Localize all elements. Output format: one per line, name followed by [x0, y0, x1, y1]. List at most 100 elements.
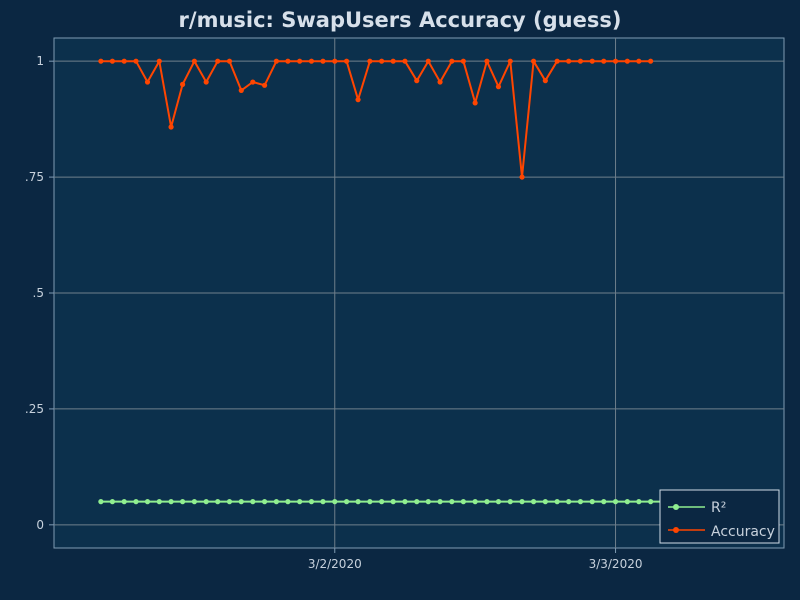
y-tick-label: .25 [25, 402, 44, 416]
data-point-accuracy [566, 58, 572, 64]
data-point-accuracy [577, 58, 584, 64]
data-point-accuracy [601, 58, 607, 64]
data-point-accuracy [144, 79, 151, 85]
axis-layer: 0 .25 .5 .75 1 3/2/2020 3/3/2020 [25, 54, 643, 571]
data-point-r2 [355, 499, 361, 505]
data-point-accuracy [367, 58, 373, 64]
data-point-accuracy [495, 84, 502, 90]
legend-marker-accuracy [673, 527, 679, 533]
legend-marker-r2 [673, 504, 679, 510]
data-point-accuracy [203, 79, 209, 85]
data-point-accuracy [648, 58, 654, 64]
data-point-accuracy [612, 58, 619, 64]
data-point-r2 [191, 499, 197, 505]
data-point-accuracy [542, 78, 548, 84]
data-point-accuracy [472, 100, 478, 106]
data-point-accuracy [519, 174, 525, 180]
data-point-accuracy [285, 58, 291, 64]
data-point-accuracy [156, 58, 162, 64]
data-point-r2 [507, 499, 513, 505]
data-point-r2 [519, 499, 525, 505]
data-point-r2 [226, 499, 233, 505]
data-point-r2 [332, 499, 338, 505]
data-point-r2 [320, 499, 326, 505]
data-point-r2 [133, 499, 139, 505]
data-point-r2 [554, 499, 560, 505]
data-point-r2 [379, 499, 385, 505]
data-point-r2 [156, 499, 162, 505]
data-point-r2 [203, 499, 209, 505]
data-point-r2 [273, 499, 279, 505]
y-tick-label: 1 [36, 54, 44, 68]
y-tick-label: .75 [25, 170, 44, 184]
data-point-accuracy [238, 87, 244, 93]
data-point-r2 [390, 499, 396, 505]
data-point-r2 [542, 499, 548, 505]
data-point-r2 [285, 499, 291, 505]
data-point-accuracy [308, 58, 315, 64]
data-point-accuracy [425, 58, 431, 64]
data-point-r2 [425, 499, 431, 505]
data-point-accuracy [437, 79, 443, 85]
data-point-r2 [437, 499, 443, 505]
grid-layer [49, 38, 784, 553]
data-point-accuracy [133, 58, 139, 64]
series-accuracy [98, 58, 654, 180]
data-point-r2 [530, 499, 537, 505]
data-point-r2 [308, 499, 315, 505]
data-point-r2 [636, 499, 642, 505]
data-point-accuracy [226, 58, 233, 64]
data-point-r2 [98, 499, 104, 505]
data-point-r2 [402, 499, 408, 505]
data-point-accuracy [589, 58, 595, 64]
x-tick-label: 3/2/2020 [308, 557, 362, 571]
data-point-r2 [238, 499, 244, 505]
data-point-r2 [612, 499, 619, 505]
data-point-accuracy [273, 58, 279, 64]
data-point-accuracy [507, 58, 513, 64]
data-point-accuracy [98, 58, 104, 64]
data-point-accuracy [414, 78, 420, 84]
data-point-accuracy [179, 81, 186, 87]
data-point-r2 [179, 499, 186, 505]
data-point-r2 [577, 499, 584, 505]
data-point-r2 [589, 499, 595, 505]
data-point-accuracy [355, 97, 361, 103]
data-point-r2 [495, 499, 502, 505]
data-point-accuracy [332, 58, 338, 64]
legend-label-r2: R² [711, 500, 726, 516]
data-point-r2 [168, 499, 174, 505]
data-point-r2 [414, 499, 420, 505]
data-point-accuracy [624, 58, 630, 64]
y-tick-label: .5 [33, 286, 44, 300]
data-point-accuracy [261, 82, 268, 88]
data-point-r2 [601, 499, 607, 505]
data-point-accuracy [484, 58, 490, 64]
data-point-accuracy [460, 58, 466, 64]
data-point-r2 [566, 499, 572, 505]
data-point-accuracy [191, 58, 197, 64]
data-point-r2 [648, 499, 654, 505]
data-point-accuracy [297, 58, 303, 64]
legend-label-accuracy: Accuracy [711, 524, 775, 540]
data-point-accuracy [320, 58, 326, 64]
data-point-r2 [261, 499, 268, 505]
data-point-accuracy [554, 58, 560, 64]
data-point-accuracy [109, 58, 115, 64]
data-point-r2 [484, 499, 490, 505]
data-point-accuracy [402, 58, 408, 64]
data-point-accuracy [390, 58, 396, 64]
data-point-r2 [449, 499, 455, 505]
data-point-r2 [297, 499, 303, 505]
data-point-r2 [472, 499, 478, 505]
legend-box [659, 489, 780, 544]
data-point-accuracy [449, 58, 455, 64]
data-point-accuracy [379, 58, 385, 64]
data-point-r2 [109, 499, 115, 505]
x-tick-label: 3/3/2020 [589, 557, 643, 571]
data-point-r2 [624, 499, 630, 505]
data-point-accuracy [215, 58, 221, 64]
y-tick-label: 0 [36, 518, 44, 532]
